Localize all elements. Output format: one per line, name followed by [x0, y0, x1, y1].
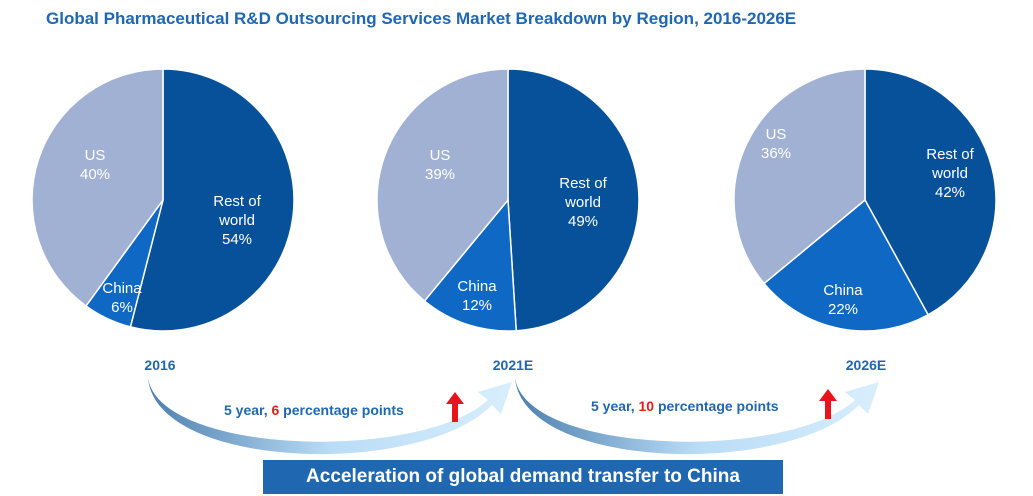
slice-label-rest-of-world: Rest of world 54% [213, 193, 261, 248]
slice-label-us: US 36% [761, 126, 791, 162]
slice-label-china: China 6% [102, 280, 142, 316]
slice-label-china: China 22% [823, 282, 863, 318]
year-label-2026e: 2026E [846, 357, 886, 373]
chart-title: Global Pharmaceutical R&D Outsourcing Se… [46, 9, 797, 28]
pie-slice-us [31, 68, 164, 308]
red-up-arrow-icon [819, 389, 837, 419]
pie-2026e: Rest of world 42% China 22% US 36% [733, 68, 997, 332]
slice-label-rest-of-world: Rest of world 42% [926, 146, 974, 201]
pie-slice-us [733, 68, 866, 285]
transition-text-1: 5 year, 6 percentage points [224, 402, 404, 418]
pie-slice-rest-of-world [864, 68, 997, 316]
slice-label-us: US 40% [80, 147, 110, 183]
chart-canvas: Rest of world 54% China 6% US 40% Rest of world… [31, 68, 997, 455]
conclusion-banner: Acceleration of global demand transfer t… [263, 460, 783, 494]
pie-2016: Rest of world 54% China 6% US 40% [31, 68, 295, 332]
transition-arc-1 [148, 378, 512, 455]
year-label-2016: 2016 [144, 357, 175, 373]
pie-slice-china [423, 198, 518, 332]
pie-slice-china [763, 198, 930, 332]
year-label-2021e: 2021E [493, 357, 533, 373]
transition-arc-2 [515, 378, 879, 455]
slice-label-china: China 12% [457, 278, 497, 314]
pie-slice-us [376, 68, 509, 302]
transition-text-2: 5 year, 10 percentage points [591, 398, 779, 414]
red-up-arrow-icon [446, 392, 464, 422]
pie-2021e: Rest of world 49% China 12% US 39% [376, 68, 640, 332]
pie-slice-rest-of-world [507, 68, 640, 332]
slice-label-rest-of-world: Rest of world 49% [559, 175, 607, 230]
pie-slice-rest-of-world [129, 68, 295, 332]
slice-label-us: US 39% [425, 147, 455, 183]
